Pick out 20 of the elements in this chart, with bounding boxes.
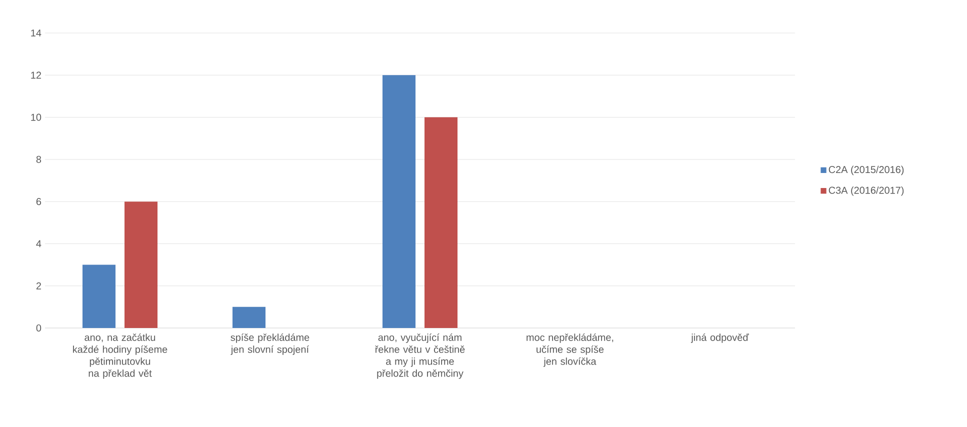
legend-label: C3A (2016/2017): [828, 186, 904, 196]
legend-label: C2A (2015/2016): [828, 166, 904, 176]
y-tick-label: 0: [36, 324, 42, 332]
y-tick-label: 8: [36, 156, 42, 163]
bar: [124, 202, 158, 328]
x-tick-label: jiná odpověď: [690, 334, 749, 343]
bar: [232, 306, 266, 328]
x-tick-label: spíše překládáme jen slovní spojení: [230, 334, 310, 355]
x-tick-label: ano, vyučující nám řekne větu v češtině a my ji musíme přeložit do němčiny: [375, 334, 465, 379]
y-tick-label: 4: [36, 240, 42, 248]
y-tick-label: 12: [31, 72, 41, 79]
y-tick-label: 2: [36, 282, 41, 290]
x-tick-label: ano, na začátku každé hodiny píšeme pětiminutovku na překlad vět: [73, 334, 168, 379]
x-tick-label: moc nepřekládáme, učíme se spíše jen slovíčka: [526, 334, 614, 367]
bar: [82, 264, 116, 328]
y-tick-label: 14: [31, 30, 42, 36]
bar: [424, 117, 458, 328]
bar: [382, 75, 416, 328]
y-tick-label: 6: [36, 198, 42, 206]
y-tick-label: 10: [31, 114, 42, 121]
